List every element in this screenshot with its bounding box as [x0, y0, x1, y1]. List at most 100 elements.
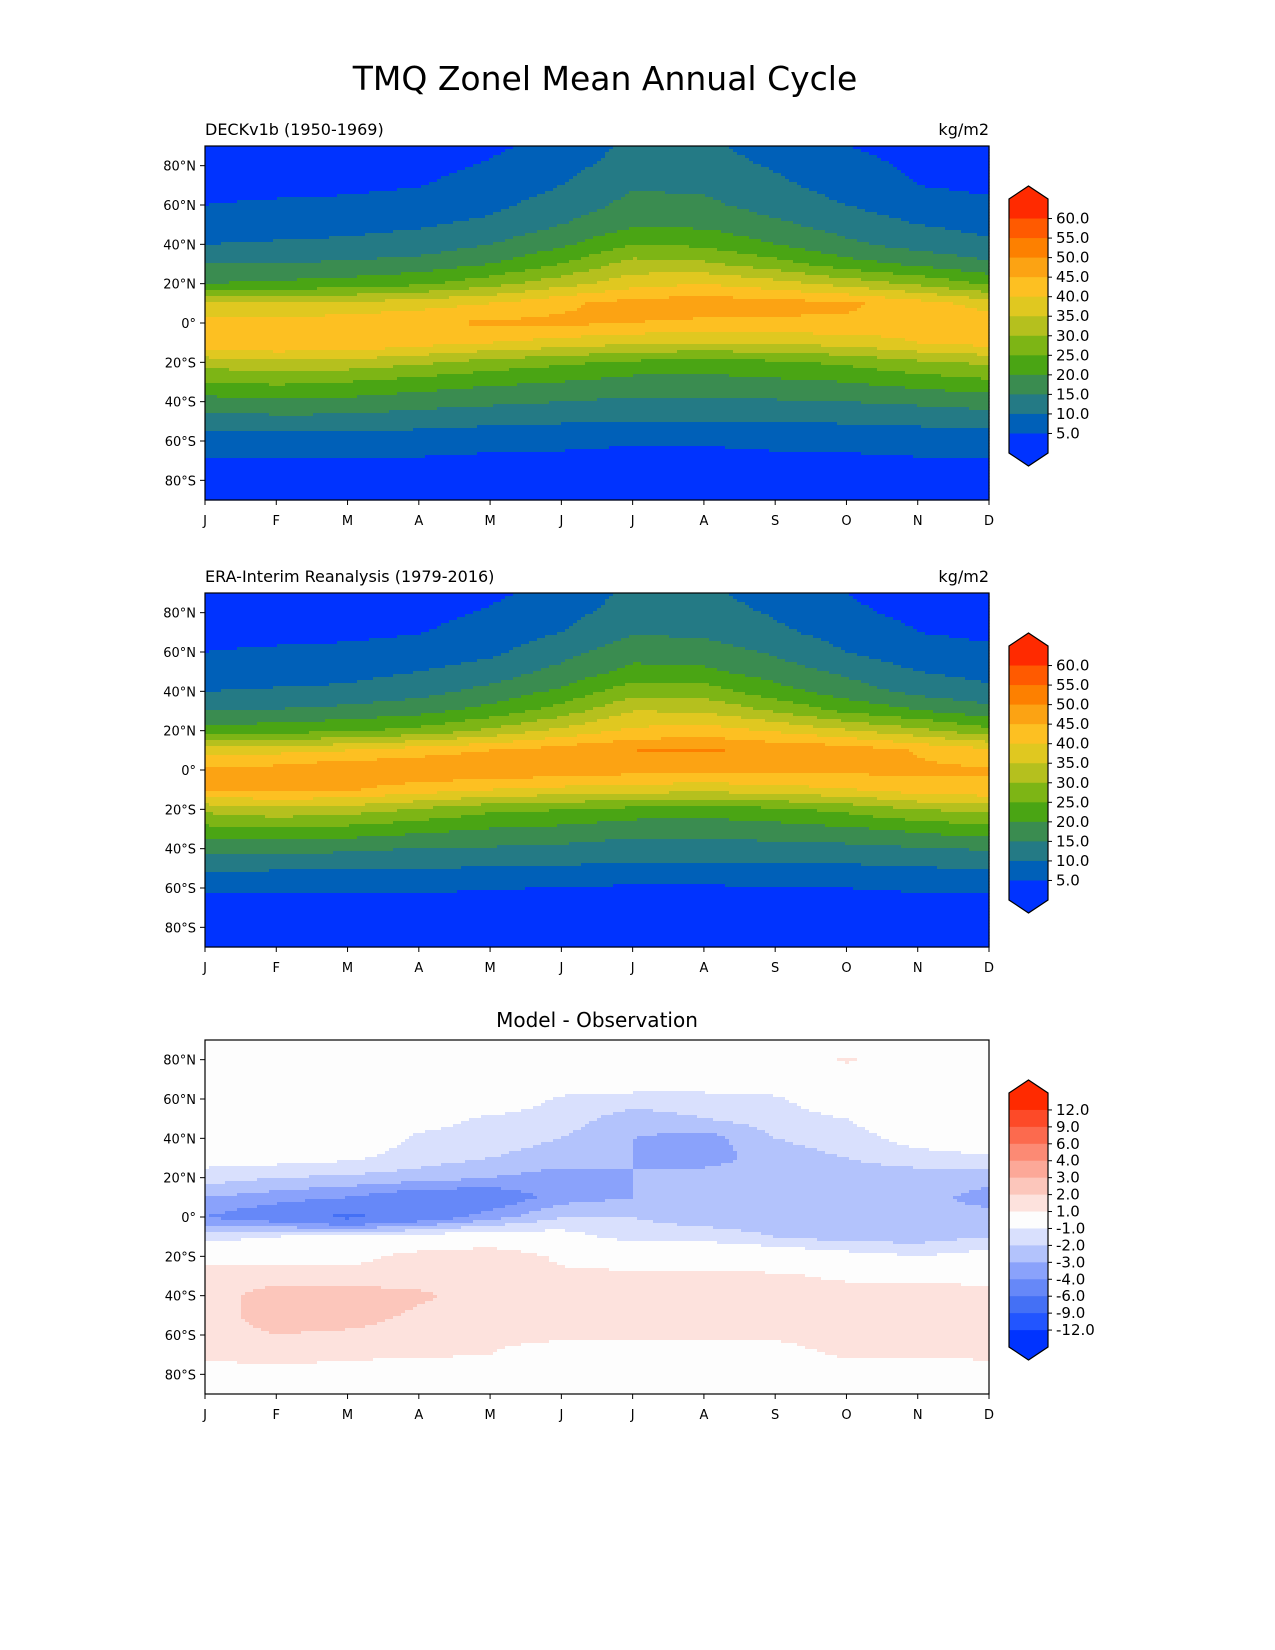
contour-cell — [205, 1286, 266, 1290]
contour-cell — [301, 1331, 990, 1335]
contour-cell — [725, 263, 810, 267]
contour-cell — [205, 1250, 418, 1254]
contour-cell — [601, 731, 782, 735]
contour-cell — [581, 305, 862, 309]
contour-cell — [633, 1178, 990, 1182]
contour-cell — [205, 596, 506, 600]
contour-cell — [453, 221, 570, 225]
contour-cell — [525, 356, 878, 360]
contour-cell — [709, 272, 806, 276]
contour-cell — [797, 182, 918, 186]
contour-cell — [205, 239, 274, 243]
contour-cell — [505, 239, 586, 243]
contour-cell — [309, 1175, 498, 1179]
contour-cell — [205, 794, 386, 798]
contour-cell — [237, 1361, 318, 1365]
colorbar-segment — [1009, 665, 1048, 686]
contour-cell — [609, 149, 734, 153]
contour-cell — [205, 821, 394, 825]
contour-cell — [825, 824, 990, 828]
contour-cell — [357, 293, 498, 297]
contour-cell — [529, 641, 614, 645]
contour-cell — [205, 860, 990, 864]
contour-cell — [205, 476, 990, 480]
contour-cell — [569, 683, 626, 687]
colorbar-label: 30.0 — [1056, 774, 1089, 792]
contour-cell — [909, 707, 990, 711]
contour-cell — [205, 611, 474, 615]
contour-cell — [869, 722, 958, 726]
contour-cell — [329, 683, 490, 687]
contour-cell — [737, 599, 858, 603]
contour-cell — [393, 1316, 990, 1320]
contour-cell — [461, 662, 562, 666]
contour-cell — [569, 179, 790, 183]
colorbar-segment — [1009, 1228, 1048, 1246]
contour-cell — [205, 458, 990, 462]
contour-cell — [753, 608, 874, 612]
contour-cell — [569, 260, 622, 264]
panel-title-left: ERA-Interim Reanalysis (1979-2016) — [205, 567, 494, 586]
colorbar-label: 5.0 — [1056, 424, 1080, 442]
contour-cell — [205, 497, 990, 501]
contour-cell — [205, 191, 370, 195]
contour-cell — [749, 728, 846, 732]
contour-cell — [405, 833, 942, 837]
x-tick-label: M — [484, 1408, 495, 1423]
contour-cell — [477, 350, 678, 354]
contour-cell — [877, 260, 990, 264]
contour-cell — [929, 728, 990, 732]
contour-cell — [277, 1163, 442, 1167]
contour-cell — [205, 1355, 454, 1359]
contour-cell — [705, 665, 806, 669]
contour-cell — [849, 812, 990, 816]
contour-cell — [405, 746, 542, 750]
contour-cell — [437, 389, 946, 393]
contour-cell — [421, 185, 558, 189]
contour-cell — [469, 218, 574, 222]
contour-cell — [545, 191, 630, 195]
contour-cell — [205, 1088, 990, 1092]
contour-cell — [349, 368, 510, 372]
contour-cell — [205, 743, 334, 747]
contour-cell — [869, 656, 990, 660]
contour-cell — [533, 1193, 634, 1197]
contour-cell — [893, 806, 990, 810]
contour-cell — [205, 1139, 406, 1143]
contour-cell — [205, 839, 606, 843]
contour-cell — [825, 1151, 962, 1155]
contour-cell — [417, 1220, 474, 1224]
contour-cell — [469, 320, 646, 324]
contour-cell — [405, 1139, 554, 1143]
contour-cell — [377, 257, 514, 261]
contour-cell — [205, 323, 470, 327]
contour-cell — [797, 662, 894, 666]
contour-cell — [205, 386, 474, 390]
contour-cell — [937, 866, 990, 870]
contour-cell — [205, 731, 310, 735]
contour-cell — [205, 641, 338, 645]
contour-cell — [205, 1316, 242, 1320]
contour-cell — [205, 1319, 246, 1323]
contour-cell — [633, 257, 638, 261]
contour-cell — [905, 386, 990, 390]
contour-cell — [745, 602, 862, 606]
contour-cell — [205, 359, 470, 363]
contour-cell — [457, 1187, 502, 1191]
contour-cell — [269, 413, 314, 417]
contour-cell — [205, 1208, 238, 1212]
contour-cell — [565, 629, 798, 633]
contour-cell — [365, 803, 482, 807]
colorbar-label: 35.0 — [1056, 754, 1089, 772]
contour-cell — [489, 275, 562, 279]
contour-cell — [205, 350, 274, 354]
contour-cell — [205, 1154, 378, 1158]
y-tick-label: 0° — [181, 764, 196, 779]
contour-cell — [481, 1211, 530, 1215]
contour-cell — [209, 650, 510, 654]
contour-cell — [513, 146, 614, 150]
contour-cell — [853, 803, 990, 807]
contour-cell — [969, 191, 990, 195]
contour-cell — [205, 1367, 990, 1371]
y-tick-label: 60°S — [165, 882, 196, 897]
